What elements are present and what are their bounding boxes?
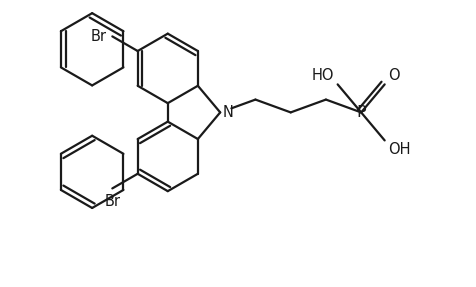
Text: Br: Br [90, 29, 107, 44]
Text: HO: HO [311, 67, 333, 83]
Text: O: O [387, 67, 399, 83]
Text: P: P [356, 105, 365, 120]
Text: Br: Br [104, 194, 120, 209]
Text: N: N [223, 105, 233, 120]
Text: OH: OH [387, 142, 410, 157]
